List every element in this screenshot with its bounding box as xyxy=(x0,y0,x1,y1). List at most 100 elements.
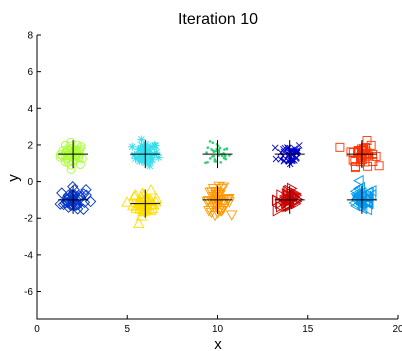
data-point xyxy=(137,154,146,163)
data-point xyxy=(225,147,229,150)
data-point xyxy=(228,154,231,157)
data-point xyxy=(215,206,227,217)
centroid-marker xyxy=(346,185,377,214)
data-point xyxy=(128,142,137,151)
data-point xyxy=(134,151,143,160)
data-point xyxy=(140,142,149,151)
data-point xyxy=(208,157,212,160)
data-point xyxy=(219,161,223,164)
data-point xyxy=(217,150,221,154)
data-point xyxy=(78,196,91,208)
data-point xyxy=(350,163,360,173)
data-point xyxy=(362,136,372,146)
data-point xyxy=(206,160,209,164)
data-point xyxy=(206,202,218,214)
data-point xyxy=(136,200,148,211)
data-point xyxy=(271,194,283,207)
data-point xyxy=(211,141,215,145)
centroid-marker xyxy=(202,140,233,169)
data-point xyxy=(272,204,284,217)
x-tick-label: 20 xyxy=(392,324,402,335)
data-point xyxy=(80,184,92,196)
data-point xyxy=(145,195,157,206)
data-point xyxy=(211,155,214,158)
data-point xyxy=(140,152,149,161)
data-point xyxy=(71,151,81,161)
data-point xyxy=(212,150,216,154)
x-tick-label: 5 xyxy=(124,324,130,335)
data-point xyxy=(363,186,374,199)
data-point xyxy=(201,197,214,208)
data-point xyxy=(68,184,80,196)
data-point xyxy=(224,157,228,161)
data-point xyxy=(215,184,228,195)
y-tick-label: -4 xyxy=(24,250,33,261)
data-point xyxy=(146,142,155,151)
data-point xyxy=(130,200,142,211)
data-point xyxy=(203,206,215,217)
data-point xyxy=(137,135,146,144)
data-point xyxy=(62,193,74,206)
data-point xyxy=(224,154,227,158)
centroid-marker xyxy=(274,185,305,214)
data-point xyxy=(365,189,377,201)
x-tick-label: 0 xyxy=(34,324,40,335)
plot-area: 0 5 10 15 20 -6 -4 -2 0 2 4 6 8 xyxy=(24,31,402,336)
axis-frame xyxy=(36,35,398,320)
data-point xyxy=(217,198,230,210)
y-tick-label: 8 xyxy=(27,31,33,42)
data-point xyxy=(131,154,140,163)
y-tick-label: 0 xyxy=(27,177,33,188)
data-point xyxy=(77,203,90,215)
data-point xyxy=(205,151,208,154)
y-tick-label: -2 xyxy=(24,214,33,225)
data-point xyxy=(54,198,66,210)
x-tick-label: 15 xyxy=(302,324,314,335)
data-point xyxy=(335,142,345,152)
data-point xyxy=(62,189,74,202)
data-point xyxy=(285,158,293,165)
data-point xyxy=(287,157,294,164)
data-point xyxy=(371,151,381,161)
data-point xyxy=(135,157,144,166)
data-point xyxy=(275,201,287,213)
y-tick-label: 2 xyxy=(27,140,33,151)
data-point xyxy=(145,183,157,195)
centroid-marker xyxy=(274,140,305,169)
chart-title: Iteration 10 xyxy=(178,11,258,28)
data-point xyxy=(56,187,68,199)
data-point xyxy=(295,142,303,149)
centroid-marker xyxy=(346,140,377,169)
data-point xyxy=(137,141,146,150)
data-point xyxy=(77,188,90,200)
data-point xyxy=(61,140,70,150)
data-point xyxy=(145,161,154,170)
data-point xyxy=(291,197,302,210)
data-point xyxy=(352,183,364,195)
data-point xyxy=(202,196,215,207)
data-point xyxy=(150,141,159,150)
data-point xyxy=(353,174,364,187)
data-point xyxy=(133,217,145,228)
data-point xyxy=(142,155,151,164)
data-point xyxy=(147,151,156,160)
data-point xyxy=(223,148,226,151)
data-point xyxy=(271,144,279,152)
data-point xyxy=(66,160,76,170)
data-point xyxy=(128,190,141,201)
data-point xyxy=(146,157,155,166)
data-point xyxy=(62,154,72,164)
data-point xyxy=(280,157,288,165)
data-point xyxy=(374,161,384,171)
data-point xyxy=(59,197,71,209)
data-point xyxy=(207,192,219,203)
data-point xyxy=(223,194,235,205)
data-point xyxy=(75,160,85,169)
data-point xyxy=(204,161,207,165)
data-point xyxy=(213,181,225,193)
x-axis-label: x xyxy=(214,336,222,351)
y-axis-label: y xyxy=(5,174,22,182)
data-point xyxy=(142,140,151,149)
data-point xyxy=(136,145,145,154)
